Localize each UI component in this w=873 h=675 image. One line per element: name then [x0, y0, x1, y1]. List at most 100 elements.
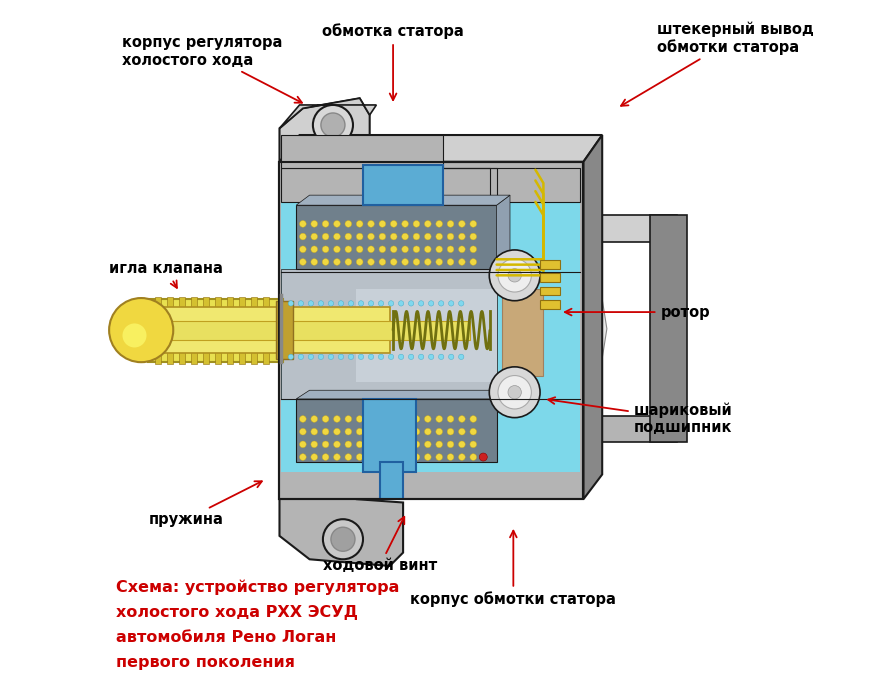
- Circle shape: [402, 259, 409, 265]
- Circle shape: [345, 441, 352, 448]
- Circle shape: [345, 429, 352, 435]
- Circle shape: [498, 375, 532, 409]
- Polygon shape: [540, 300, 560, 308]
- Circle shape: [390, 221, 397, 227]
- Circle shape: [333, 429, 340, 435]
- Circle shape: [470, 441, 477, 448]
- Polygon shape: [167, 298, 173, 364]
- Circle shape: [470, 259, 477, 265]
- Circle shape: [356, 259, 363, 265]
- Circle shape: [322, 429, 329, 435]
- Circle shape: [333, 416, 340, 423]
- Circle shape: [299, 246, 306, 252]
- Polygon shape: [540, 260, 560, 269]
- Polygon shape: [356, 289, 497, 382]
- Circle shape: [348, 354, 354, 360]
- Polygon shape: [296, 399, 497, 462]
- Polygon shape: [281, 308, 310, 349]
- Circle shape: [390, 259, 397, 265]
- Circle shape: [348, 301, 354, 306]
- Circle shape: [402, 454, 409, 460]
- Polygon shape: [279, 99, 376, 128]
- Circle shape: [489, 250, 540, 301]
- Circle shape: [390, 454, 397, 460]
- Polygon shape: [238, 298, 245, 364]
- Circle shape: [390, 234, 397, 240]
- Polygon shape: [540, 287, 560, 296]
- Circle shape: [447, 234, 454, 240]
- Text: автомобиля Рено Логан: автомобиля Рено Логан: [116, 630, 336, 645]
- Circle shape: [447, 441, 454, 448]
- Circle shape: [122, 323, 147, 348]
- Circle shape: [345, 416, 352, 423]
- Circle shape: [368, 454, 375, 460]
- Circle shape: [311, 454, 318, 460]
- Circle shape: [458, 416, 465, 423]
- Circle shape: [449, 301, 454, 306]
- Circle shape: [368, 221, 375, 227]
- Circle shape: [299, 301, 304, 306]
- Circle shape: [288, 354, 293, 360]
- Circle shape: [413, 246, 420, 252]
- Polygon shape: [279, 162, 583, 499]
- Circle shape: [418, 354, 423, 360]
- Circle shape: [345, 259, 352, 265]
- Circle shape: [311, 246, 318, 252]
- Circle shape: [311, 429, 318, 435]
- Text: первого поколения: первого поколения: [116, 655, 295, 670]
- Circle shape: [311, 259, 318, 265]
- Text: корпус обмотки статора: корпус обмотки статора: [410, 531, 616, 608]
- Text: шариковый
подшипник: шариковый подшипник: [548, 398, 732, 435]
- Circle shape: [333, 234, 340, 240]
- Circle shape: [338, 301, 344, 306]
- Circle shape: [458, 429, 465, 435]
- Text: игла клапана: игла клапана: [109, 261, 223, 288]
- Circle shape: [368, 441, 375, 448]
- Circle shape: [368, 416, 375, 423]
- Circle shape: [379, 246, 386, 252]
- Polygon shape: [251, 298, 258, 364]
- Polygon shape: [363, 165, 443, 205]
- Circle shape: [379, 441, 386, 448]
- Polygon shape: [296, 195, 510, 205]
- Circle shape: [447, 454, 454, 460]
- Circle shape: [402, 234, 409, 240]
- Circle shape: [319, 301, 324, 306]
- Circle shape: [390, 429, 397, 435]
- Circle shape: [338, 354, 344, 360]
- Circle shape: [311, 416, 318, 423]
- Polygon shape: [281, 135, 443, 169]
- Circle shape: [470, 429, 477, 435]
- Polygon shape: [540, 273, 560, 282]
- Circle shape: [449, 354, 454, 360]
- Circle shape: [424, 416, 431, 423]
- Polygon shape: [281, 169, 581, 472]
- Text: пружина: пружина: [149, 481, 262, 526]
- Circle shape: [436, 246, 443, 252]
- Circle shape: [458, 259, 465, 265]
- Circle shape: [308, 301, 313, 306]
- Circle shape: [319, 354, 324, 360]
- Circle shape: [413, 429, 420, 435]
- Circle shape: [458, 246, 465, 252]
- Circle shape: [299, 454, 306, 460]
- Circle shape: [299, 259, 306, 265]
- Circle shape: [413, 221, 420, 227]
- Circle shape: [322, 416, 329, 423]
- Circle shape: [508, 269, 521, 282]
- Circle shape: [322, 454, 329, 460]
- Circle shape: [379, 221, 386, 227]
- Circle shape: [470, 454, 477, 460]
- Circle shape: [438, 301, 443, 306]
- Circle shape: [299, 416, 306, 423]
- Circle shape: [458, 354, 464, 360]
- Circle shape: [402, 429, 409, 435]
- Circle shape: [436, 441, 443, 448]
- Circle shape: [379, 234, 386, 240]
- Circle shape: [402, 221, 409, 227]
- Polygon shape: [148, 321, 470, 340]
- Polygon shape: [497, 195, 510, 269]
- Circle shape: [333, 259, 340, 265]
- Circle shape: [470, 234, 477, 240]
- Polygon shape: [543, 266, 607, 391]
